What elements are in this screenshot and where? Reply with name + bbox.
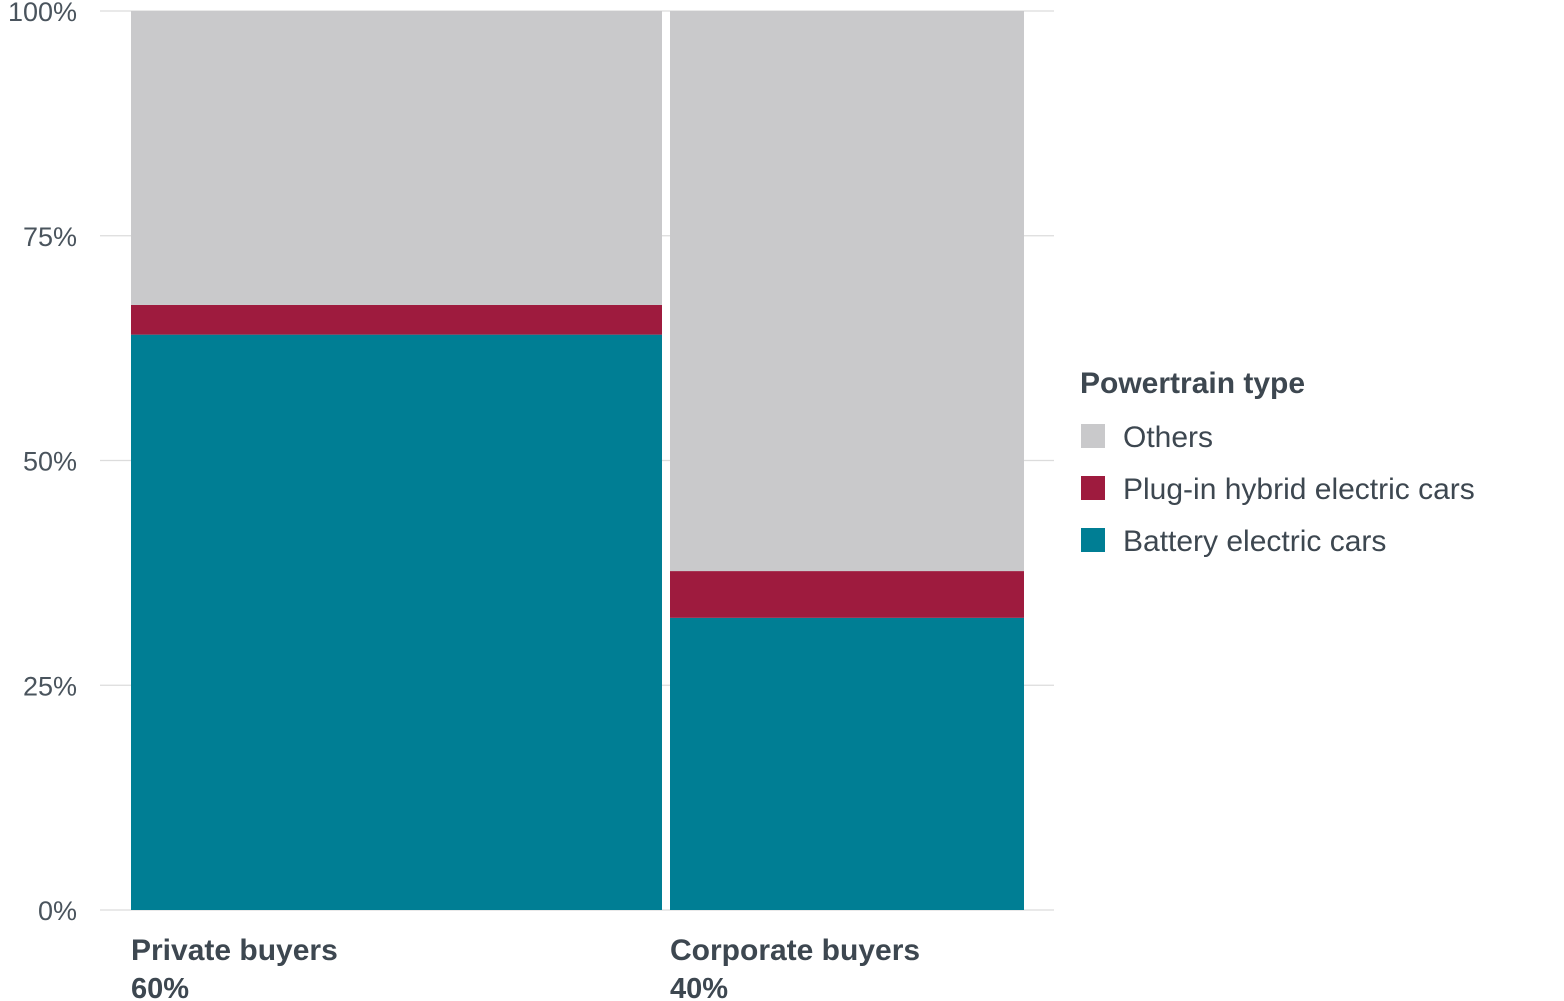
y-tick-label: 75% (23, 222, 77, 252)
bar-segment (131, 11, 662, 305)
legend-label: Battery electric cars (1123, 525, 1386, 558)
legend-swatch (1081, 528, 1105, 552)
bar-segment (670, 11, 1024, 572)
legend-label: Plug-in hybrid electric cars (1123, 473, 1475, 506)
legend: Powertrain type Others Plug-in hybrid ele… (1080, 367, 1475, 558)
legend-swatch (1081, 424, 1105, 448)
category-share-label: 40% (670, 973, 728, 1001)
bar-segment (670, 617, 1024, 910)
category-label: Corporate buyers (670, 934, 920, 967)
y-tick-label: 0% (38, 896, 77, 926)
x-axis-labels: Private buyers 60% Corporate buyers 40% (131, 934, 920, 1001)
y-tick-label: 100% (8, 0, 77, 27)
bars (131, 11, 1024, 910)
y-tick-label: 50% (23, 447, 77, 477)
category-label: Private buyers (131, 934, 338, 967)
y-axis-ticks: 0% 25% 50% 75% 100% (8, 0, 77, 926)
bar-segment (131, 304, 662, 335)
legend-title: Powertrain type (1080, 367, 1305, 400)
legend-swatch (1081, 476, 1105, 500)
y-tick-label: 25% (23, 671, 77, 701)
bar-segment (670, 571, 1024, 618)
category-share-label: 60% (131, 973, 189, 1001)
legend-label: Others (1123, 421, 1213, 454)
bar-segment (131, 334, 662, 910)
